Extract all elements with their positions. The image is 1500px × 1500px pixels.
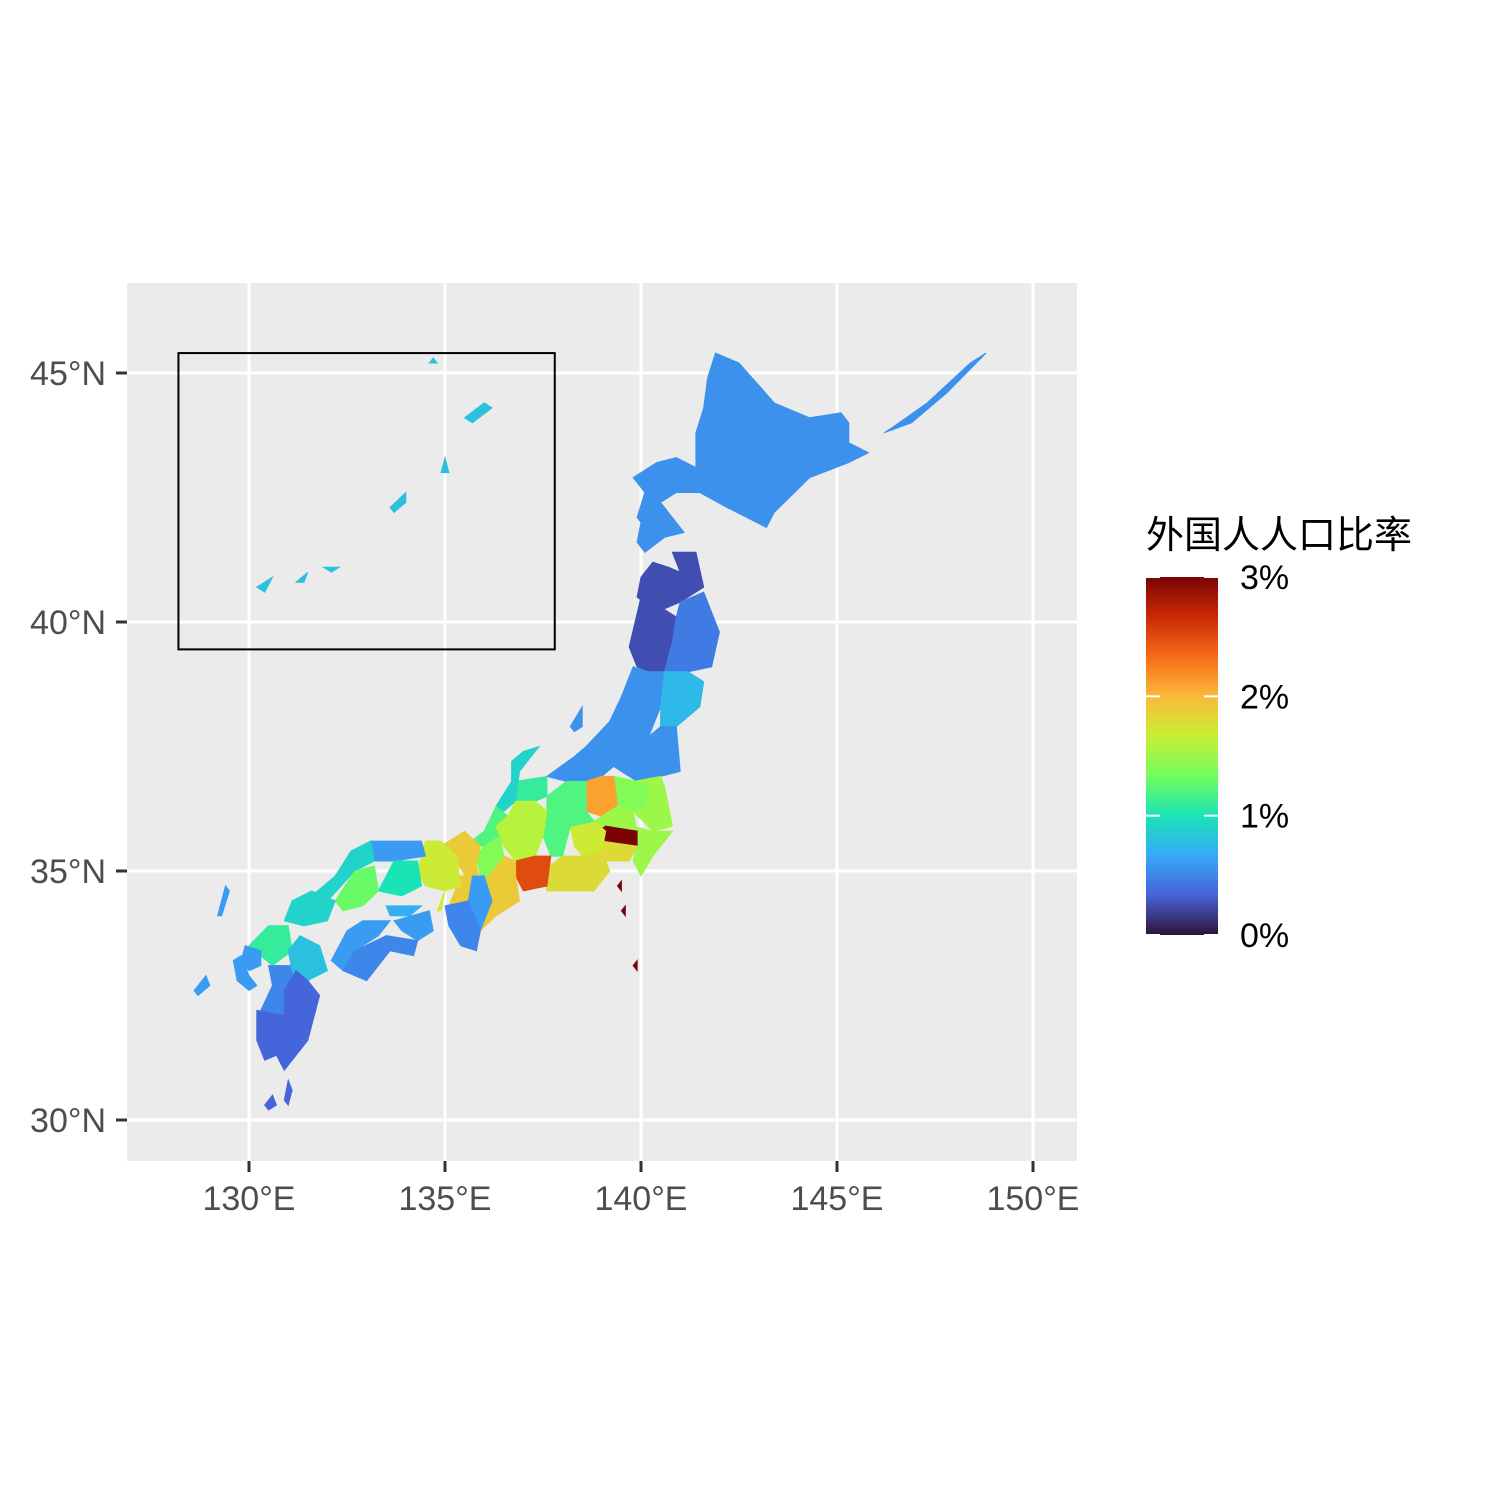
legend-label: 3% bbox=[1240, 559, 1289, 597]
region-yakushima bbox=[264, 1094, 278, 1111]
region-goto bbox=[193, 974, 211, 997]
y-tick-label: 35°N bbox=[30, 853, 106, 891]
region-tokushima bbox=[393, 910, 434, 942]
region-hyogo bbox=[417, 840, 462, 892]
legend-title: 外国人人口比率 bbox=[1146, 513, 1412, 557]
region-shimane bbox=[310, 840, 375, 902]
region-okinawa_inset bbox=[463, 402, 493, 424]
region-okinawa_inset bbox=[389, 491, 407, 514]
x-tick-label: 145°E bbox=[790, 1180, 883, 1218]
region-okinawa_inset bbox=[321, 566, 341, 573]
region-izu bbox=[632, 959, 638, 973]
region-okinawa_inset bbox=[255, 575, 274, 593]
region-aomori bbox=[636, 551, 705, 613]
region-kagawa bbox=[385, 905, 423, 917]
region-aichi bbox=[515, 855, 552, 892]
y-tick-label: 45°N bbox=[30, 355, 106, 393]
region-gifu bbox=[495, 800, 548, 862]
legend: 外国人人口比率 3% 2% 1% 0% bbox=[1146, 513, 1412, 955]
region-kagoshima bbox=[256, 1009, 301, 1072]
region-hokkaido bbox=[632, 352, 870, 553]
legend-ticks: 3% 2% 1% 0% bbox=[1146, 559, 1289, 955]
region-hiroshima bbox=[334, 865, 379, 912]
region-okayama bbox=[377, 860, 423, 897]
region-izu bbox=[616, 879, 622, 893]
region-sado bbox=[569, 704, 583, 733]
region-kochi bbox=[342, 935, 419, 982]
x-tick-label: 130°E bbox=[202, 1180, 295, 1218]
regions-layer bbox=[193, 352, 987, 1111]
axes: 130°E 135°E 140°E 145°E 150°E 30°N 35°N 40°N 45°… bbox=[30, 355, 1079, 1218]
region-kurils bbox=[883, 352, 987, 434]
region-tanegashima bbox=[283, 1078, 293, 1107]
region-ishikawa bbox=[495, 745, 541, 812]
region-oita bbox=[287, 935, 329, 982]
region-izu bbox=[620, 904, 626, 918]
region-shizuoka bbox=[542, 850, 611, 892]
y-tick-label: 40°N bbox=[30, 604, 106, 642]
region-saga bbox=[240, 945, 262, 972]
legend-label: 1% bbox=[1240, 798, 1289, 836]
region-okinawa_inset bbox=[440, 455, 450, 474]
region-wakayama bbox=[444, 900, 481, 952]
region-nagasaki bbox=[232, 954, 258, 992]
region-awaji bbox=[436, 890, 446, 912]
inset-frame bbox=[177, 352, 556, 651]
x-tick-label: 135°E bbox=[398, 1180, 491, 1218]
y-tick-label: 30°N bbox=[30, 1102, 106, 1140]
legend-label: 2% bbox=[1240, 678, 1289, 716]
region-yamaguchi bbox=[283, 890, 336, 927]
x-tick-label: 140°E bbox=[594, 1180, 687, 1218]
x-tick-label: 150°E bbox=[986, 1180, 1079, 1218]
region-fukushima bbox=[609, 721, 681, 782]
legend-label: 0% bbox=[1240, 917, 1289, 955]
region-tsushima bbox=[216, 884, 230, 917]
region-okinawa_inset bbox=[294, 571, 309, 583]
region-okinawa_inset bbox=[428, 357, 439, 364]
legend-colorbar bbox=[1146, 577, 1218, 935]
